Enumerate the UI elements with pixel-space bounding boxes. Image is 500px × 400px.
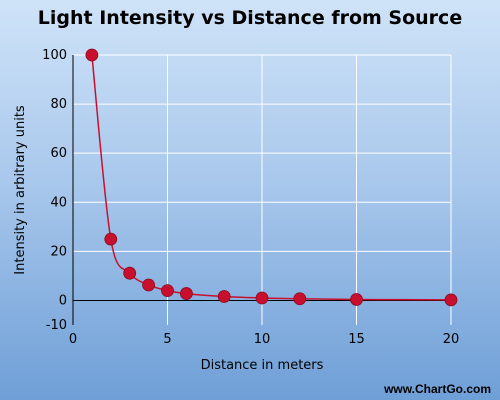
data-point	[104, 232, 118, 246]
x-tick-label: 20	[443, 332, 460, 347]
data-point	[444, 293, 458, 307]
data-point	[161, 284, 174, 298]
series-line	[91, 54, 452, 301]
data-point	[217, 290, 231, 303]
x-axis-label: Distance in meters	[201, 358, 324, 373]
y-tick-label: 20	[50, 244, 67, 259]
y-tick-label: 100	[42, 48, 67, 63]
x-tick-label: 10	[254, 332, 271, 347]
x-tick-label: 5	[163, 332, 171, 347]
y-tick-label: 60	[50, 146, 67, 161]
y-tick-label: 80	[50, 97, 67, 112]
data-point	[85, 48, 99, 62]
y-tick-label: 40	[50, 195, 67, 210]
y-tick-label: -10	[46, 318, 67, 333]
data-point	[123, 266, 137, 280]
watermark-text: www.ChartGo.com	[383, 382, 491, 396]
x-tick-label: 0	[69, 332, 77, 347]
y-tick-label: 0	[59, 293, 67, 308]
data-point	[293, 292, 307, 306]
data-point	[142, 278, 156, 292]
grid-layer	[73, 54, 452, 325]
data-point	[350, 293, 363, 306]
x-tick-label: 15	[348, 332, 365, 347]
y-axis-label: Intensity in arbitrary units	[13, 105, 28, 275]
data-point	[255, 291, 269, 305]
data-point	[179, 287, 193, 300]
points-layer	[85, 48, 458, 307]
chart-title: Light Intensity vs Distance from Source	[38, 7, 462, 29]
